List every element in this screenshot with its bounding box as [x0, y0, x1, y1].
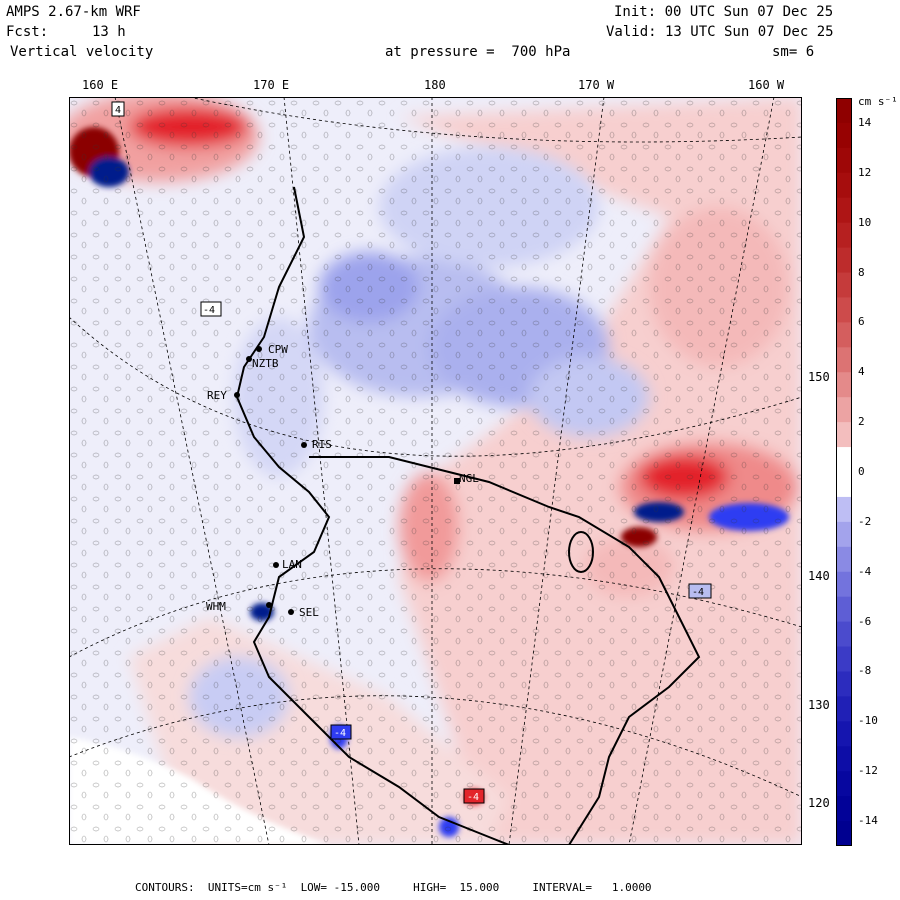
colorbar-band — [836, 372, 852, 398]
station-whm: WHM — [206, 600, 226, 613]
lat-label-130w: 130 W — [808, 698, 845, 712]
colorbar-band — [836, 621, 852, 648]
init-time: Init: 00 UTC Sun 07 Dec 25 — [614, 4, 834, 20]
lon-label-180: 180 — [424, 78, 446, 92]
lon-label-160e: 160 E — [82, 78, 119, 92]
colorbar-tick-label: -10 — [858, 714, 878, 728]
colorbar-tick-label: -2 — [858, 514, 872, 528]
marker-min-1: -4 — [203, 305, 215, 316]
colorbar-band — [836, 397, 852, 423]
graticule — [69, 97, 802, 845]
colorbar-tick-label: 4 — [858, 365, 865, 379]
colorbar-tick-label: 14 — [858, 115, 872, 129]
station-ris: RIS — [312, 438, 332, 451]
smoothing-value: sm= 6 — [772, 44, 815, 60]
colorbar-tick-label: 10 — [858, 215, 872, 229]
colorbar-tick-label: 0 — [858, 465, 865, 478]
colorbar-band — [836, 272, 852, 298]
station-lan: LAN — [282, 558, 302, 571]
extreme-markers: 4 -4 -4 -4 -4 — [111, 101, 712, 804]
colorbar-band — [836, 796, 852, 822]
colorbar-tick-label: 6 — [858, 315, 865, 329]
colorbar-band — [836, 521, 852, 548]
colorbar-band — [836, 546, 852, 573]
forecast-hour: 13 h — [92, 24, 126, 40]
forecast-label: Fcst: — [6, 24, 49, 40]
colorbar-tick-label: 8 — [858, 265, 865, 279]
colorbar-band — [836, 422, 852, 448]
colorbar-band — [836, 98, 852, 124]
marker-max: 4 — [115, 105, 121, 116]
colorbar-units: cm s⁻¹ — [858, 95, 898, 108]
colorbar-band — [836, 322, 852, 348]
colorbar-band — [836, 746, 852, 772]
marker-min-4: -4 — [467, 792, 479, 803]
colorbar-band — [836, 571, 852, 598]
station-rey: REY — [207, 389, 227, 402]
colorbar-band — [836, 147, 852, 174]
colorbar — [836, 98, 852, 846]
colorbar-band — [836, 172, 852, 199]
colorbar-tick-label: -4 — [858, 564, 872, 578]
model-title: AMPS 2.67-km WRF — [6, 4, 141, 20]
station-markers — [234, 346, 460, 615]
colorbar-band — [836, 222, 852, 249]
station-cpw: CPW — [268, 343, 288, 356]
colorbar-band — [836, 197, 852, 224]
field-name: Vertical velocity — [10, 44, 154, 60]
pressure-level: at pressure = 700 hPa — [385, 44, 571, 60]
colorbar-band — [836, 297, 852, 323]
colorbar-band — [836, 247, 852, 274]
lon-label-170e: 170 E — [253, 78, 290, 92]
colorbar-band — [836, 771, 852, 797]
station-nztb: NZTB — [252, 357, 279, 370]
colorbar-band — [836, 696, 852, 722]
station-sel: SEL — [299, 606, 319, 619]
colorbar-tick-label: 2 — [858, 415, 865, 429]
valid-time: Valid: 13 UTC Sun 07 Dec 25 — [606, 24, 834, 40]
colorbar-band — [836, 821, 852, 846]
colorbar-band — [836, 472, 852, 498]
colorbar-band — [836, 646, 852, 672]
colorbar-tick-label: -14 — [858, 814, 878, 828]
colorbar-tick-label: -6 — [858, 614, 872, 628]
vertical-velocity-map[interactable]: 4 -4 -4 -4 -4 — [69, 97, 802, 845]
marker-min-2: -4 — [692, 587, 704, 598]
colorbar-band — [836, 596, 852, 623]
station-ngl: NGL — [459, 472, 479, 485]
colorbar-band — [836, 721, 852, 747]
colorbar-tick-label: -8 — [858, 664, 872, 678]
colorbar-band — [836, 496, 852, 523]
colorbar-band — [836, 671, 852, 697]
lon-label-160w: 160 W — [748, 78, 785, 92]
colorbar-tick-label: 12 — [858, 165, 872, 179]
contour-texture — [69, 97, 802, 845]
colorbar-band — [836, 347, 852, 373]
lon-label-170w: 170 W — [578, 78, 615, 92]
contours-footer: CONTOURS: UNITS=cm s⁻¹ LOW= -15.000 HIGH… — [135, 881, 652, 894]
colorbar-band — [836, 122, 852, 149]
colorbar-tick-label: -12 — [858, 764, 878, 778]
marker-min-3: -4 — [334, 728, 346, 739]
colorbar-band — [836, 447, 852, 473]
